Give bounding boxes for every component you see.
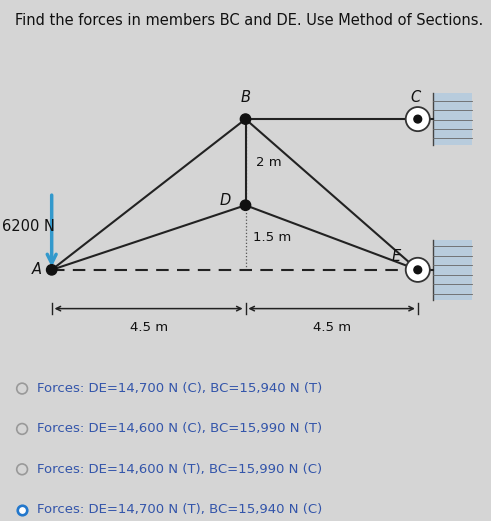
Text: B: B — [241, 90, 250, 105]
Text: C: C — [410, 90, 421, 105]
Circle shape — [406, 107, 430, 131]
Point — [18, 465, 26, 474]
Circle shape — [406, 258, 430, 282]
Circle shape — [414, 266, 422, 274]
Text: 6200 N: 6200 N — [2, 219, 55, 234]
FancyBboxPatch shape — [433, 240, 472, 300]
Text: E: E — [391, 250, 401, 265]
Text: 2 m: 2 m — [256, 156, 282, 169]
Circle shape — [47, 265, 57, 275]
Point — [18, 425, 26, 433]
Text: Forces: DE=14,600 N (C), BC=15,990 N (T): Forces: DE=14,600 N (C), BC=15,990 N (T) — [37, 423, 322, 436]
Text: Find the forces in members BC and DE. Use Method of Sections.: Find the forces in members BC and DE. Us… — [15, 13, 483, 28]
Text: D: D — [219, 193, 230, 208]
Text: Forces: DE=14,600 N (T), BC=15,990 N (C): Forces: DE=14,600 N (T), BC=15,990 N (C) — [37, 463, 322, 476]
Text: Forces: DE=14,700 N (T), BC=15,940 N (C): Forces: DE=14,700 N (T), BC=15,940 N (C) — [37, 503, 322, 516]
Point — [18, 505, 26, 514]
Circle shape — [414, 115, 422, 123]
Text: A: A — [32, 263, 42, 277]
Point — [18, 384, 26, 393]
Text: 1.5 m: 1.5 m — [253, 231, 292, 244]
Text: 4.5 m: 4.5 m — [130, 320, 167, 333]
Point — [18, 505, 26, 514]
Text: 4.5 m: 4.5 m — [313, 320, 351, 333]
FancyBboxPatch shape — [433, 93, 472, 145]
Circle shape — [240, 200, 251, 210]
Text: Forces: DE=14,700 N (C), BC=15,940 N (T): Forces: DE=14,700 N (C), BC=15,940 N (T) — [37, 382, 322, 395]
Circle shape — [240, 114, 251, 125]
